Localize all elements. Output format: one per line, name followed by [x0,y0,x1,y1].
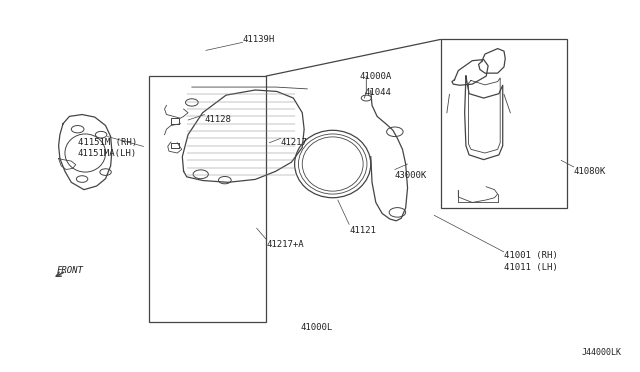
Text: 41217+A: 41217+A [266,240,304,249]
Bar [440,39,568,208]
Text: 41151M (RH): 41151M (RH) [77,138,137,147]
Text: 41128: 41128 [205,115,232,124]
Text: J44000LK: J44000LK [581,349,621,357]
Text: 41011 (LH): 41011 (LH) [504,263,557,272]
Text: 43000K: 43000K [395,170,427,180]
Text: 41217: 41217 [281,138,308,147]
Text: 41151MA(LH): 41151MA(LH) [77,148,137,157]
Text: 41000A: 41000A [359,71,392,81]
Text: 41080K: 41080K [574,167,606,176]
Text: 41121: 41121 [349,226,376,235]
Text: 41139H: 41139H [243,35,275,44]
Bar [148,76,266,321]
Text: 41000L: 41000L [301,323,333,331]
Text: FRONT: FRONT [57,266,84,275]
Text: 41001 (RH): 41001 (RH) [504,251,557,260]
Text: 41044: 41044 [364,88,391,97]
